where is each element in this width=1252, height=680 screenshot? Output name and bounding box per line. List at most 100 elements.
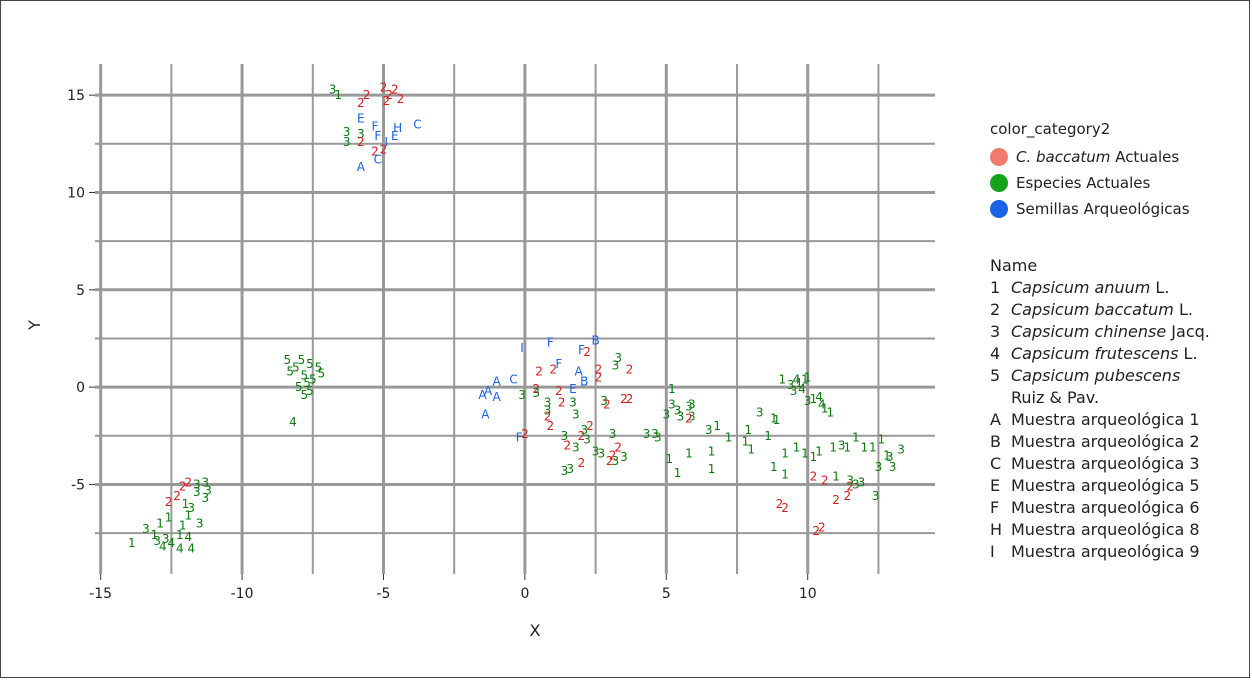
name-legend-items: 1 Capsicum anuum L. 2 Capsicum baccatum L. 3… — [990, 277, 1210, 563]
point-label: 1 — [764, 429, 772, 443]
point-label: 2 — [583, 345, 591, 359]
x-tick-label: 5 — [662, 586, 671, 602]
point-label: 3 — [580, 423, 588, 437]
point-label: 3 — [566, 462, 574, 476]
point-label: 1 — [810, 392, 818, 406]
point-label: 3 — [357, 127, 365, 141]
legend-swatch — [990, 148, 1008, 166]
point-label: 3 — [329, 82, 337, 96]
point-label: 1 — [770, 460, 778, 474]
y-tick-label: 10 — [67, 185, 85, 201]
point-label: B — [580, 374, 588, 388]
point-label: 2 — [685, 411, 693, 425]
point-label: 3 — [875, 460, 883, 474]
legend-label: Especies Actuales — [1016, 174, 1151, 192]
point-label: 3 — [790, 384, 798, 398]
point-label: 3 — [756, 405, 764, 419]
point-label: 1 — [713, 419, 721, 433]
name-label: Muestra arqueológica 9 — [1011, 542, 1200, 561]
name-key: 1 — [990, 278, 1001, 297]
point-label: A — [481, 407, 490, 421]
point-label: 2 — [555, 384, 563, 398]
point-label: 1 — [665, 452, 673, 466]
point-label: A — [575, 365, 584, 379]
point-label: 5 — [309, 372, 317, 386]
point-label: E — [391, 129, 399, 143]
color-legend: color_category2 C. baccatum Actuales Espe… — [990, 120, 1190, 222]
point-label: 3 — [685, 400, 693, 414]
point-label: 5 — [298, 353, 306, 367]
point-label: 1 — [821, 402, 829, 416]
legend-title: color_category2 — [990, 120, 1111, 138]
point-label: 2 — [818, 520, 826, 534]
point-label: 5 — [295, 380, 303, 394]
name-key: E — [990, 476, 1001, 495]
point-label: 2 — [776, 497, 784, 511]
name-label: Muestra arqueológica 6 — [1011, 498, 1200, 517]
y-tick-label: -5 — [71, 477, 85, 493]
point-label: 1 — [708, 462, 716, 476]
point-label: 3 — [561, 464, 569, 478]
name-legend-item: F Muestra arqueológica 6 — [990, 497, 1210, 519]
point-label: E — [357, 112, 365, 126]
point-label: 1 — [801, 372, 809, 386]
point-label: 2 — [620, 392, 628, 406]
point-label: 2 — [821, 474, 829, 488]
y-tick-label: 0 — [76, 380, 85, 396]
point-label: 3 — [343, 125, 351, 139]
name-label: Capsicum frutescens L. — [1011, 344, 1198, 363]
point-label: 2 — [578, 456, 586, 470]
point-label: 1 — [179, 518, 187, 532]
point-label: 2 — [810, 470, 818, 484]
point-label: 3 — [705, 423, 713, 437]
point-label: 3 — [858, 476, 866, 490]
name-legend-item: A Muestra arqueológica 1 — [990, 409, 1210, 431]
point-label: 4 — [798, 382, 806, 396]
name-key: 2 — [990, 300, 1001, 319]
point-label: 1 — [877, 433, 885, 447]
point-label: H — [393, 121, 402, 135]
point-label: 5 — [286, 365, 294, 379]
name-label: Muestra arqueológica 8 — [1011, 520, 1200, 539]
point-label: F — [547, 335, 554, 349]
point-label: C — [374, 152, 382, 166]
point-label: 2 — [558, 396, 566, 410]
point-label: 1 — [852, 431, 860, 445]
point-label: E — [569, 382, 577, 396]
point-label: 3 — [852, 477, 860, 491]
name-key: B — [990, 432, 1001, 451]
grid-lines — [95, 64, 935, 574]
name-key: H — [990, 520, 1003, 539]
name-label: Capsicum baccatum L. — [1011, 300, 1193, 319]
name-legend-title: Name — [990, 256, 1038, 275]
legend-label: Semillas Arqueológicas — [1016, 200, 1190, 218]
point-label: 2 — [844, 489, 852, 503]
point-label: C — [413, 117, 421, 131]
point-label: 1 — [844, 440, 852, 454]
point-label: 2 — [179, 479, 187, 493]
point-label: 3 — [544, 396, 552, 410]
point-label: 1 — [795, 376, 803, 390]
point-label: 2 — [397, 92, 405, 106]
point-label: 1 — [781, 468, 789, 482]
point-label: 3 — [196, 516, 204, 530]
point-label: 3 — [872, 489, 880, 503]
y-tick-label: 15 — [67, 88, 85, 104]
point-label: 3 — [886, 450, 894, 464]
point-label: 3 — [142, 522, 150, 536]
point-label: 2 — [595, 363, 603, 377]
point-label: 4 — [176, 542, 184, 556]
point-label: 2 — [185, 476, 193, 490]
point-label: 2 — [614, 440, 622, 454]
name-legend-item: 4 Capsicum frutescens L. — [990, 343, 1210, 365]
point-label: 1 — [156, 516, 164, 530]
point-label: 4 — [159, 540, 167, 554]
point-label: 2 — [549, 363, 557, 377]
point-label: F — [516, 431, 523, 445]
point-label: 4 — [185, 530, 193, 544]
point-label: A — [493, 390, 502, 404]
x-tick-label: -10 — [231, 586, 254, 602]
name-legend-item: H Muestra arqueológica 8 — [990, 519, 1210, 541]
